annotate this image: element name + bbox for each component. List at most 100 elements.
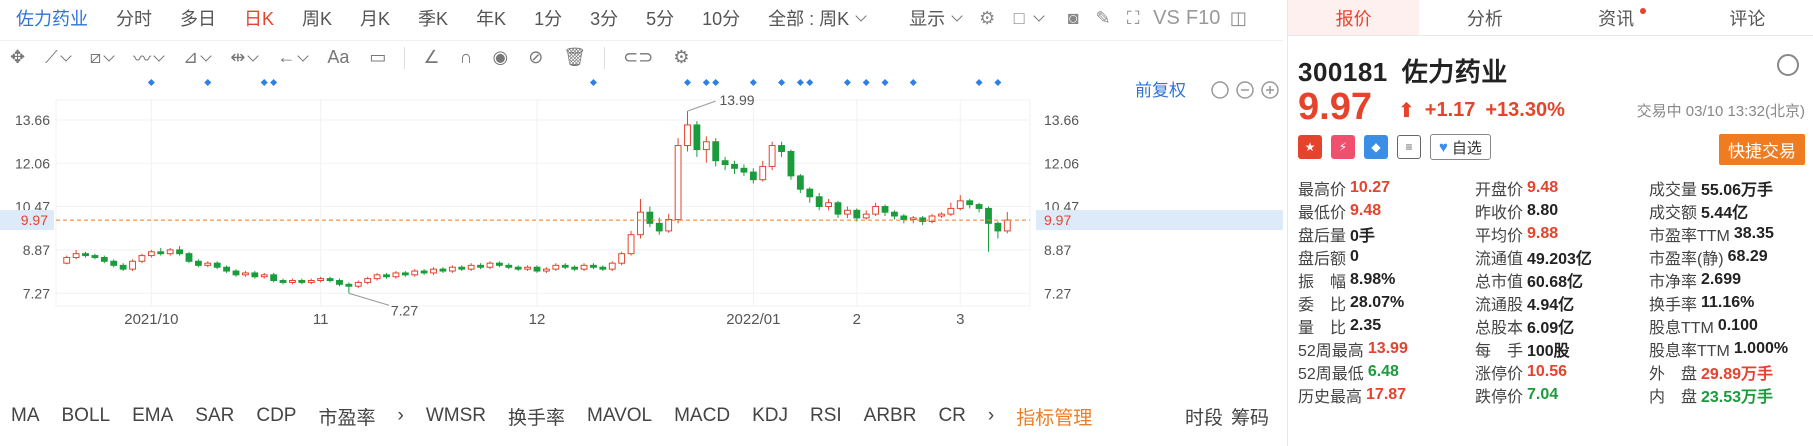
stat-value: 0.100 — [1717, 316, 1758, 334]
stock-name[interactable]: 佐力药业 — [16, 9, 88, 29]
measure-tool-icon[interactable]: ⇹ — [230, 47, 260, 68]
magnet-icon[interactable]: ∩ — [459, 47, 473, 67]
gear-icon[interactable] — [1777, 54, 1799, 76]
indicator-item[interactable]: MACD — [674, 405, 731, 426]
indicator-item[interactable]: KDJ — [752, 405, 788, 426]
candle-body — [768, 145, 776, 167]
camera-icon[interactable]: ◙ — [1067, 7, 1079, 28]
chips-button[interactable]: 筹码 — [1230, 407, 1269, 429]
stat-cell: 成交额 5.44亿 — [1649, 199, 1808, 223]
indicator-item[interactable]: WMSR — [425, 405, 486, 426]
zoom-in-icon[interactable] — [1261, 81, 1279, 99]
indicator-item[interactable]: MA — [11, 405, 40, 426]
fullscreen-icon[interactable]: ⛶ — [1126, 7, 1140, 28]
tab-news[interactable]: 资讯 — [1551, 0, 1682, 35]
indicator-item[interactable]: 换手率 — [507, 407, 565, 429]
stat-cell: 股息TTM 0.100 — [1649, 314, 1808, 338]
tab-analysis[interactable]: 分析 — [1466, 8, 1503, 29]
period-tab[interactable]: 10分 — [702, 9, 741, 29]
display-select[interactable]: 显示 — [909, 5, 963, 31]
indicator-item[interactable]: CDP — [256, 405, 297, 426]
comment-tool-icon[interactable]: ▭ — [369, 47, 387, 67]
divider — [604, 46, 606, 69]
f10-button[interactable]: F10 — [1185, 6, 1221, 29]
indicator-item[interactable]: CR — [938, 405, 966, 426]
stock-code: 300181 — [1298, 57, 1388, 87]
period-tab[interactable]: 多日 — [180, 9, 216, 29]
candle-body — [383, 274, 390, 278]
indicator-item[interactable]: RSI — [809, 405, 842, 426]
candle-body — [947, 207, 955, 215]
shortcut-icon[interactable]: ⚡ — [1331, 135, 1355, 159]
tab-quote[interactable]: 报价 — [1288, 0, 1420, 35]
note-icon[interactable]: ≡ — [1397, 135, 1421, 159]
indicator-item[interactable]: 市盈率 — [318, 407, 376, 429]
candle-body — [749, 171, 757, 181]
stat-label: 盘后额 — [1298, 250, 1347, 268]
indicator-item[interactable]: MAVOL — [587, 405, 653, 426]
candle-body — [185, 253, 193, 262]
stock-title: 300181 佐力药业 — [1298, 52, 1522, 89]
period-tab[interactable]: 3分 — [590, 9, 619, 29]
period-tab[interactable]: 5分 — [646, 9, 675, 29]
add-favorite-button[interactable]: ♥ 自选 — [1430, 134, 1491, 160]
range-select-label: 全部 : 周K — [768, 9, 850, 29]
candle-body — [157, 251, 165, 255]
trash-icon[interactable]: 🗑 — [563, 47, 587, 67]
indicator-bar: MA BOLL EMA SAR CDP 市盈率 › WMSR 换手率 MAVOL… — [0, 396, 1283, 436]
gear-icon[interactable]: ⚙ — [673, 47, 690, 67]
stats-row: 量 比 2.35 总股本 6.09亿 股息TTM 0.100 — [1298, 314, 1808, 337]
x-tick-label: 2021/10 — [124, 311, 178, 328]
indicator-manage-button[interactable]: 指标管理 — [1016, 407, 1093, 429]
candle-body — [270, 274, 278, 282]
chevron-right-icon[interactable]: › — [987, 405, 995, 426]
square-icon[interactable]: □ — [1013, 7, 1025, 28]
tag-icon[interactable]: ◆ — [1364, 135, 1388, 159]
period-tab[interactable]: 年K — [476, 9, 507, 29]
sidebar-toggle-icon[interactable]: ◫ — [1229, 7, 1247, 28]
arrow-tool-icon[interactable]: ← — [277, 47, 310, 68]
text-tool-icon[interactable]: Aa — [327, 47, 350, 67]
vs-button[interactable]: VS — [1153, 6, 1180, 29]
indicator-item[interactable]: ARBR — [863, 405, 917, 426]
candle-body — [223, 266, 231, 272]
candle-body — [702, 141, 710, 151]
indicator-item[interactable]: BOLL — [61, 405, 111, 426]
period-tab[interactable]: 分时 — [116, 9, 152, 29]
pencil-icon[interactable]: ✎ — [1095, 7, 1111, 28]
period-tab-active[interactable]: 日K — [244, 9, 275, 29]
hide-icon[interactable]: ⊘ — [528, 47, 544, 67]
period-tab[interactable]: 月K — [360, 9, 391, 29]
fib-tool-icon[interactable]: ⊿ — [183, 47, 212, 68]
chevron-right-icon[interactable]: › — [397, 405, 404, 426]
event-marker — [843, 79, 851, 86]
tab-comments[interactable]: 评论 — [1729, 8, 1766, 29]
link-icon[interactable]: ⊂⊃ — [623, 47, 654, 67]
line-tool-icon[interactable]: ⟋ — [45, 47, 72, 68]
angle-tool-icon[interactable]: ∠ — [423, 47, 440, 67]
range-select[interactable]: 全部 : 周K — [768, 5, 867, 31]
eye-icon[interactable]: ◉ — [492, 47, 509, 67]
zoom-out-icon[interactable] — [1236, 81, 1254, 99]
candle-body — [486, 262, 494, 268]
indicator-item[interactable]: SAR — [195, 405, 235, 426]
reset-icon[interactable] — [1211, 81, 1229, 99]
stat-cell: 股息率TTM 1.000% — [1649, 337, 1808, 361]
period-tab[interactable]: 季K — [418, 9, 449, 29]
stat-label: 52周最高 — [1298, 342, 1364, 360]
indicator-item[interactable]: EMA — [132, 405, 174, 426]
stat-value: 10.27 — [1350, 178, 1391, 196]
settings-icon[interactable]: ⚙ — [979, 7, 996, 28]
wave-tool-icon[interactable]: 〰 — [133, 45, 165, 71]
stat-value: 7.04 — [1526, 385, 1559, 403]
move-icon[interactable]: ✥ — [10, 47, 26, 67]
quick-trade-button[interactable]: 快捷交易 — [1719, 134, 1805, 165]
stat-value: 100股 — [1526, 342, 1570, 360]
candle-body — [590, 264, 597, 268]
period-tab[interactable]: 周K — [302, 9, 333, 29]
channel-tool-icon[interactable]: ⧄ — [90, 47, 115, 68]
period-button[interactable]: 时段 — [1184, 407, 1223, 429]
period-tab[interactable]: 1分 — [534, 9, 563, 29]
adjust-label[interactable]: 前复权 — [1135, 81, 1186, 100]
